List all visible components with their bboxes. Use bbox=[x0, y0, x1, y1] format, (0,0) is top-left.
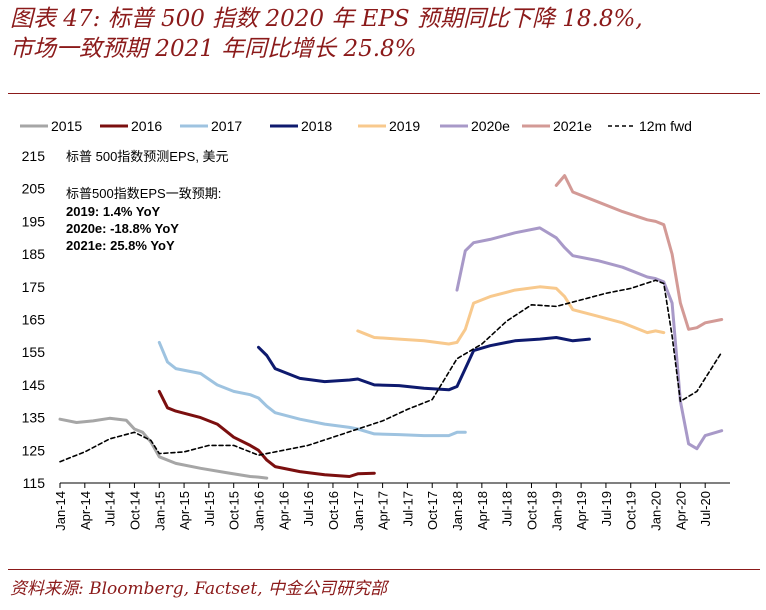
x-tick-label: Jan-14 bbox=[53, 491, 68, 531]
chart-series bbox=[58, 174, 724, 480]
x-tick-label: Jul-16 bbox=[301, 491, 316, 526]
annotation-2019: 2019: 1.4% YoY bbox=[66, 204, 161, 219]
series-line-2021e bbox=[554, 174, 724, 331]
y-tick-label: 145 bbox=[22, 377, 46, 393]
annotation-heading: 标普500指数EPS一致预期: bbox=[66, 186, 221, 201]
x-tick-label: Apr-20 bbox=[673, 491, 688, 530]
source-rule bbox=[8, 569, 760, 570]
x-tick-label: Jul-14 bbox=[103, 491, 118, 526]
figure-title: 图表 47: 标普 500 指数 2020 年 EPS 预期同比下降 18.8%… bbox=[10, 4, 760, 64]
title-line-1: 图表 47: 标普 500 指数 2020 年 EPS 预期同比下降 18.8%… bbox=[10, 6, 643, 32]
legend-label: 2015 bbox=[51, 118, 82, 134]
x-tick-label: Apr-15 bbox=[177, 491, 192, 530]
annotation-2020e: 2020e: -18.8% YoY bbox=[66, 221, 179, 236]
y-tick-label: 155 bbox=[22, 344, 46, 360]
y-tick-label: 175 bbox=[22, 279, 46, 295]
x-tick-label: Oct-17 bbox=[425, 491, 440, 530]
y-tick-label: 125 bbox=[22, 442, 46, 458]
x-tick-label: Jan-15 bbox=[152, 491, 167, 531]
x-tick-label: Apr-18 bbox=[475, 491, 490, 530]
legend-label: 2019 bbox=[389, 118, 420, 134]
x-tick-label: Apr-17 bbox=[376, 491, 391, 530]
title-rule bbox=[8, 93, 760, 94]
title-line-2: 市场一致预期 2021 年同比增长 25.8% bbox=[10, 36, 417, 62]
x-tick-label: Oct-15 bbox=[227, 491, 242, 530]
x-tick-label: Oct-16 bbox=[326, 491, 341, 530]
x-tick-label: Jul-19 bbox=[599, 491, 614, 526]
x-tick-label: Apr-19 bbox=[574, 491, 589, 530]
y-tick-label: 165 bbox=[22, 312, 46, 328]
series-line-2017 bbox=[157, 340, 467, 438]
chart-axes: 215 205 195 185 175 165 155 145 135 125 115 Jan-14 A… bbox=[22, 148, 730, 531]
series-line-12m-fwd bbox=[59, 279, 723, 463]
legend-label: 2017 bbox=[211, 118, 242, 134]
y-tick-label: 115 bbox=[23, 475, 46, 491]
source-note: 资料来源: Bloomberg, Factset, 中金公司研究部 bbox=[10, 579, 387, 599]
x-tick-label: Oct-14 bbox=[127, 491, 142, 530]
series-line-2020e bbox=[455, 226, 724, 451]
y-tick-label: 215 bbox=[22, 148, 46, 164]
series-line-2018 bbox=[257, 336, 591, 392]
x-tick-label: Jul-15 bbox=[202, 491, 217, 526]
x-tick-label: Oct-19 bbox=[624, 491, 639, 530]
y-tick-label: 135 bbox=[22, 410, 46, 426]
x-tick-label: Jan-20 bbox=[649, 491, 664, 531]
y-tick-label: 195 bbox=[22, 213, 46, 229]
x-tick-label: Jan-19 bbox=[549, 491, 564, 531]
series-line-2016 bbox=[157, 389, 376, 478]
x-tick-label: Jan-16 bbox=[252, 491, 267, 531]
y-axis-label: 标普 500指数预测EPS, 美元 bbox=[66, 149, 229, 164]
x-tick-label: Jan-18 bbox=[450, 491, 465, 531]
x-tick-label: Jul-17 bbox=[400, 491, 415, 526]
x-tick-label: Apr-14 bbox=[78, 491, 93, 530]
annotation-2021e: 2021e: 25.8% YoY bbox=[66, 238, 175, 253]
x-tick-label: Jan-17 bbox=[351, 491, 366, 531]
legend-label: 2018 bbox=[301, 118, 332, 134]
x-tick-label: Apr-16 bbox=[276, 491, 291, 530]
y-tick-label: 185 bbox=[22, 246, 46, 262]
y-tick-label: 205 bbox=[22, 181, 46, 197]
legend: 2015 2016 2017 2018 2019 2020e 2021e 12m fwd bbox=[20, 118, 692, 134]
x-tick-label: Jul-18 bbox=[500, 491, 515, 526]
chart: 2015 2016 2017 2018 2019 2020e 2021e 12m fwd 21… bbox=[20, 118, 730, 531]
series-line-2019 bbox=[356, 285, 666, 346]
legend-label: 2016 bbox=[131, 118, 162, 134]
x-tick-label: Oct-18 bbox=[524, 491, 539, 530]
series-line-2015 bbox=[58, 416, 269, 480]
legend-label: 12m fwd bbox=[639, 118, 692, 134]
legend-label: 2020e bbox=[471, 118, 510, 134]
x-tick-label: Jul-20 bbox=[698, 491, 713, 526]
legend-label: 2021e bbox=[553, 118, 592, 134]
